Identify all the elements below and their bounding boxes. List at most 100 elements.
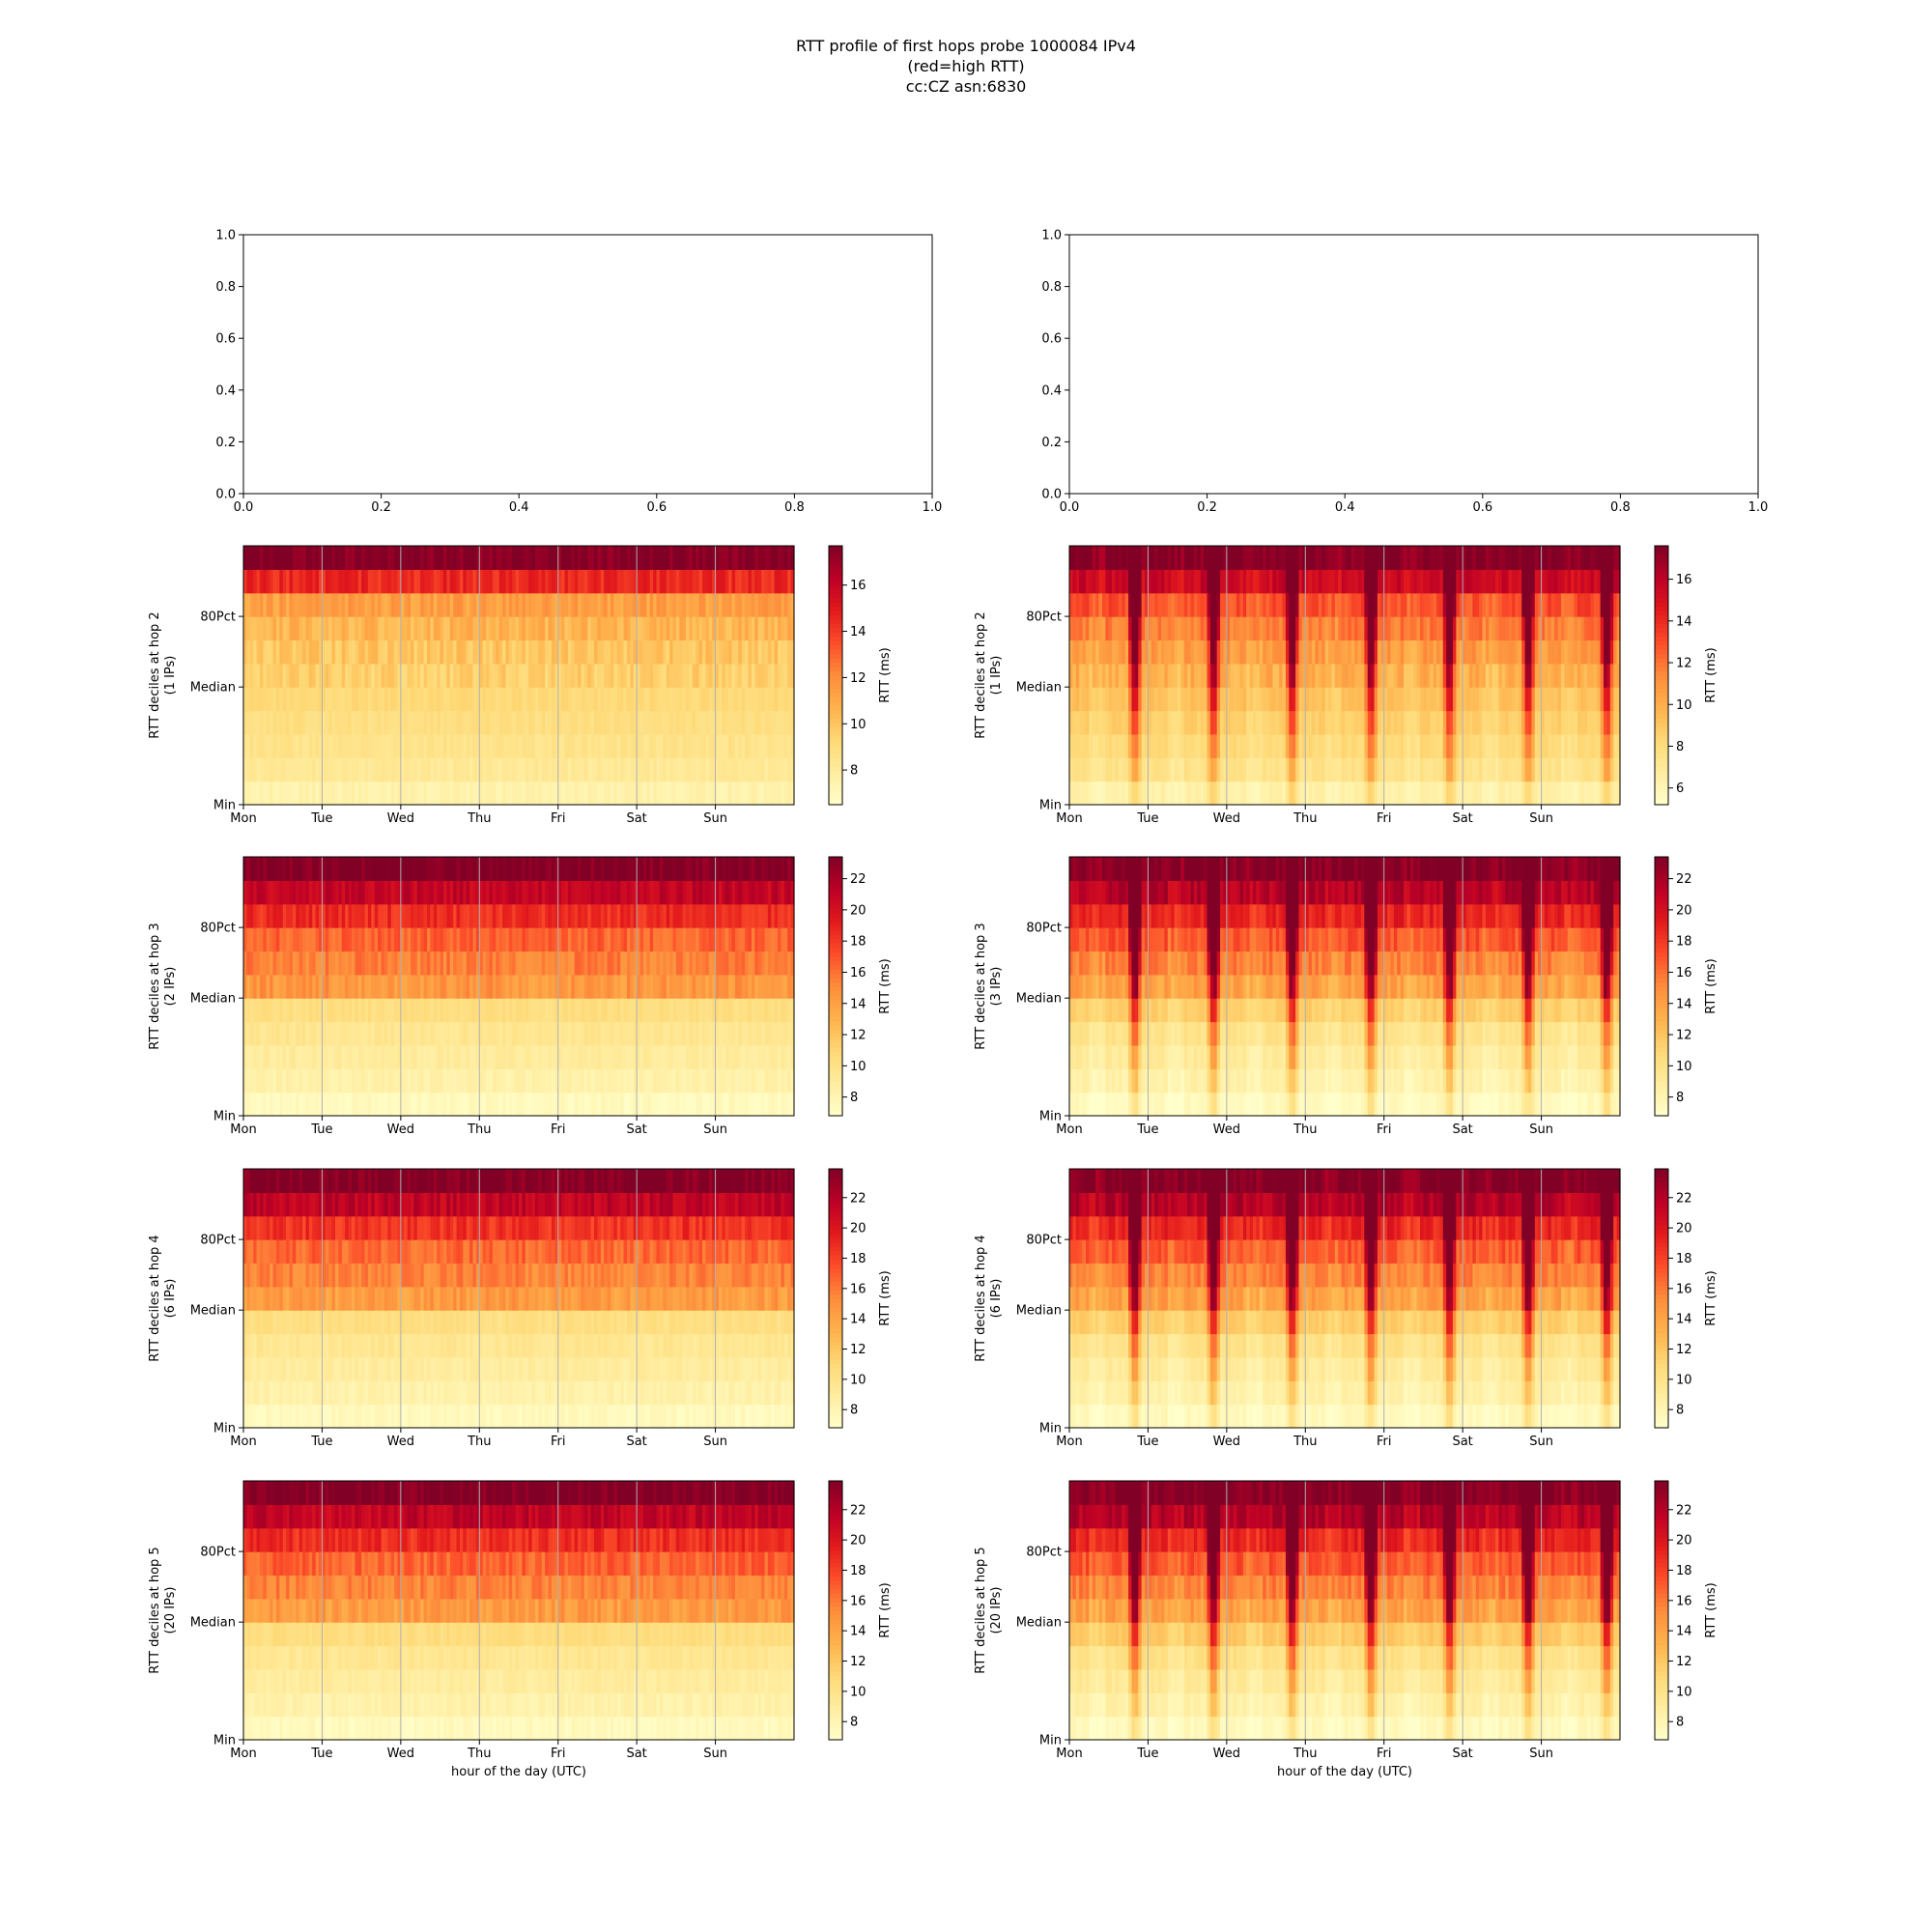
heatmap-cell [600,663,605,688]
heatmap-cell [611,687,614,712]
heatmap-cell [394,757,399,782]
colorbar-segment [829,662,842,668]
heatmap-cell [731,710,736,735]
heatmap-cell [1393,663,1398,688]
heatmap-cell [1177,592,1181,617]
heatmap-cell [522,951,526,976]
heatmap-cell [620,733,625,758]
heatmap-cell [498,733,503,758]
heatmap-cell [256,757,261,782]
heatmap-cell [246,710,251,735]
heatmap-cell [764,546,769,570]
heatmap-cell [282,927,287,952]
heatmap-cell [296,663,300,688]
heatmap-cell [515,757,520,782]
heatmap-cell [731,663,736,688]
heatmap-cell [583,616,588,641]
heatmap-cell [259,903,264,928]
heatmap-cell [348,781,353,806]
heatmap-cell [397,781,402,806]
heatmap-cell [249,592,254,617]
heatmap-cell [571,616,576,641]
heatmap-cell [767,616,772,641]
heatmap-cell [781,639,785,665]
heatmap-cell [623,733,628,758]
colorbar-segment [1655,787,1668,793]
heatmap-cell [731,733,736,758]
heatmap-cell [702,546,706,570]
heatmap-cell [315,1068,320,1094]
heatmap-cell [600,616,605,641]
heatmap-cell [256,687,261,712]
heatmap-cell [335,663,339,688]
heatmap-cell [1246,663,1251,688]
heatmap-cell [571,781,576,806]
heatmap-cell [734,569,739,594]
heatmap-cell [545,710,550,735]
heatmap-cell [534,710,539,735]
heatmap-cell [522,569,526,594]
heatmap-cell [1338,781,1343,806]
heatmap-cell [338,569,343,594]
heatmap-cell [253,687,258,712]
heatmap-cell [384,592,388,617]
heatmap-cell [456,687,461,712]
heatmap-cell [413,592,418,617]
heatmap-cell [390,733,395,758]
heatmap-cell [751,546,755,570]
heatmap-cell [663,757,668,782]
heatmap-cell [783,616,788,641]
heatmap-cell [364,710,369,735]
heatmap-cell [718,733,723,758]
heatmap-cell [315,1021,320,1046]
heatmap-cell [604,781,609,806]
heatmap-cell [649,687,654,712]
heatmap-cell [404,757,409,782]
heatmap-cell [512,880,517,905]
heatmap-cell [341,687,346,712]
heatmap-cell [666,687,670,712]
heatmap-cell [712,710,717,735]
colorbar-segment [829,791,842,797]
heatmap-cell [656,781,661,806]
heatmap-cell [590,710,595,735]
heatmap-cell [442,546,447,570]
heatmap-cell [1508,733,1513,758]
heatmap-cell [453,710,458,735]
heatmap-cell [767,639,772,665]
heatmap-cell [705,569,710,594]
heatmap-cell [246,1068,251,1094]
heatmap-cell [1485,546,1490,570]
heatmap-cell [534,616,539,641]
heatmap-cell [384,616,388,641]
heatmap-cell [712,663,717,688]
heatmap-cell [430,880,435,905]
heatmap-cell [653,639,658,665]
heatmap-cell [416,757,421,782]
heatmap-cell [642,592,647,617]
heatmap-cell [705,757,710,782]
heatmap-cell [374,733,379,758]
heatmap-cell [675,687,680,712]
heatmap-cell [416,781,421,806]
heatmap-cell [263,757,268,782]
heatmap-cell [246,663,251,688]
heatmap-cell [384,569,388,594]
heatmap-cell [400,687,405,712]
heatmap-cell [259,1044,264,1069]
heatmap-cell [351,927,355,952]
heatmap-cell [1233,781,1237,806]
heatmap-cell [613,663,618,688]
heatmap-cell [551,710,555,735]
heatmap-cell [249,546,254,570]
heatmap-cell [286,663,291,688]
heatmap-cell [463,687,468,712]
heatmap-cell [597,663,602,688]
heatmap-cell [1324,616,1329,641]
heatmap-cell [1292,781,1296,806]
heatmap-cell [519,616,523,641]
heatmap-cell [728,663,733,688]
heatmap-cell [361,781,366,806]
heatmap-cell [790,687,795,712]
heatmap-cell [637,546,641,570]
